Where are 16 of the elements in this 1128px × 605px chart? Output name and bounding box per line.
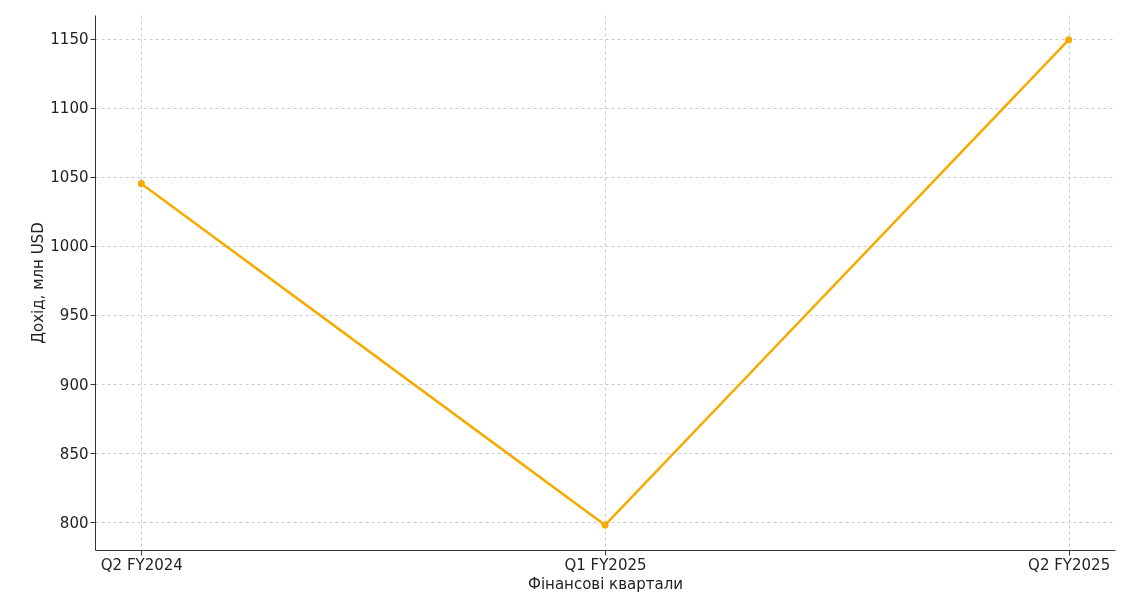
y-tick-label: 1150 xyxy=(50,30,89,48)
y-tick-label: 1100 xyxy=(50,99,89,118)
y-tick-label: 800 xyxy=(59,513,89,532)
point xyxy=(601,521,609,529)
x-axis-title: Фінансові квартали xyxy=(528,574,683,593)
y-tick-label: 1050 xyxy=(50,168,89,187)
x-tick-label: Q2 FY2024 xyxy=(100,555,183,574)
y-tick-label: 850 xyxy=(59,444,89,463)
x-tick-label: Q1 FY2025 xyxy=(564,555,647,574)
y-tick-label: 900 xyxy=(59,375,89,394)
y-tick-label: 950 xyxy=(59,306,89,325)
y-axis-title: Дохід, млн USD xyxy=(29,222,48,344)
y-tick-label: 1000 xyxy=(50,237,89,256)
point xyxy=(137,180,145,188)
x-tick-label: Q2 FY2025 xyxy=(1028,555,1111,574)
point xyxy=(1065,36,1073,44)
